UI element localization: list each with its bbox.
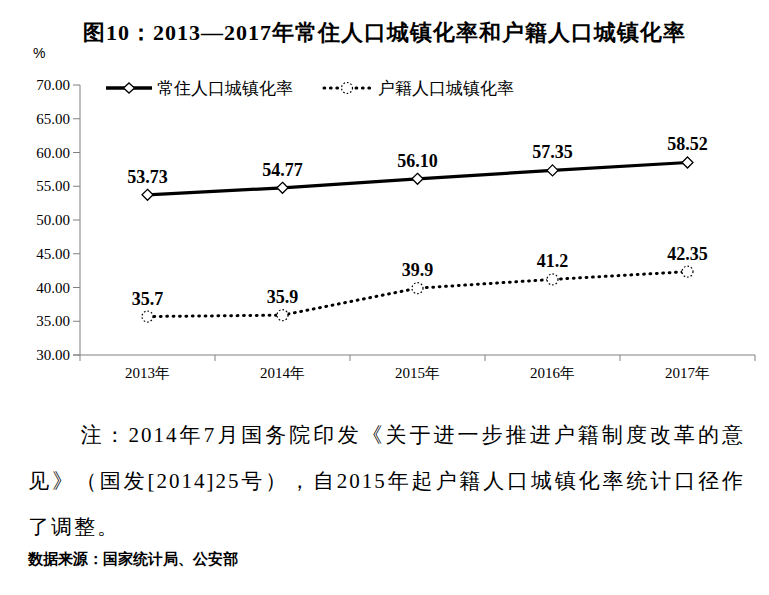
data-label: 53.73 [127,167,168,187]
x-tick-label: 2014年 [260,365,305,381]
data-label: 42.35 [667,244,708,264]
data-label: 35.7 [132,289,164,309]
y-tick-label: 40.00 [36,280,70,296]
circle-marker [142,311,153,322]
y-tick-label: 60.00 [36,145,70,161]
data-label: 57.35 [532,142,573,162]
legend-circle-marker [342,83,353,94]
source-text: 数据来源：国家统计局、公安部 [28,550,238,569]
diamond-marker [412,173,423,184]
y-tick-label: 50.00 [36,212,70,228]
data-label: 41.2 [537,251,569,271]
x-tick-label: 2015年 [395,365,440,381]
chart-title: 图10：2013—2017年常住人口城镇化率和户籍人口城镇化率 [0,18,769,48]
y-tick-label: 65.00 [36,111,70,127]
data-label: 58.52 [667,134,708,154]
legend-label-resident: 常住人口城镇化率 [157,79,293,98]
diamond-marker [547,165,558,176]
y-tick-label: 35.00 [36,313,70,329]
legend-diamond-marker [124,83,135,93]
circle-marker [682,266,693,277]
circle-marker [412,283,423,294]
figure-container: 图10：2013—2017年常住人口城镇化率和户籍人口城镇化率 % 70.006… [0,0,769,595]
legend-label-registered: 户籍人口城镇化率 [378,79,514,98]
y-tick-label: 70.00 [36,77,70,93]
y-tick-label: 55.00 [36,178,70,194]
data-label: 39.9 [402,260,434,280]
x-tick-label: 2017年 [665,365,710,381]
circle-marker [547,274,558,285]
data-label: 56.10 [397,151,438,171]
circle-marker [277,310,288,321]
note-text: 注：2014年7月国务院印发《关于进一步推进户籍制度改革的意见》（国发[2014… [28,412,745,550]
diamond-marker [682,157,693,168]
x-tick-label: 2016年 [530,365,575,381]
diamond-marker [142,189,153,200]
x-tick-label: 2013年 [125,365,170,381]
data-label: 54.77 [262,160,303,180]
diamond-marker [277,182,288,193]
line-chart: 70.00 65.00 60.00 55.00 50.00 45.00 40.00 35.00… [0,58,769,403]
y-tick-label: 30.00 [36,347,70,363]
y-tick-label: 45.00 [36,246,70,262]
data-label: 35.9 [267,287,299,307]
